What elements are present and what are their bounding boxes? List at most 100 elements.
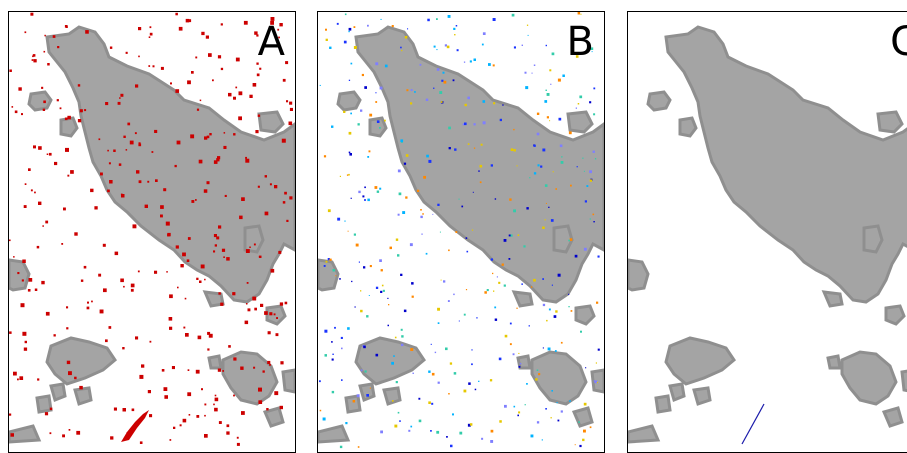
- overlay-speck: [13, 256, 15, 258]
- map-b: [318, 12, 604, 449]
- overlay-speck: [85, 30, 89, 34]
- overlay-speck: [182, 418, 187, 423]
- overlay-speck: [30, 189, 33, 192]
- overlay-speck: [103, 288, 107, 293]
- overlay-speck: [284, 301, 288, 305]
- overlay-speck: [327, 258, 330, 261]
- overlay-speck: [574, 254, 578, 258]
- overlay-speck: [367, 24, 369, 27]
- overlay-speck: [375, 92, 377, 94]
- overlay-speck: [360, 309, 363, 313]
- overlay-speck: [216, 236, 220, 240]
- overlay-speck: [222, 370, 224, 372]
- overlay-speck: [350, 62, 353, 65]
- overlay-speck: [524, 71, 527, 74]
- overlay-speck: [546, 116, 549, 119]
- overlay-speck: [473, 58, 476, 61]
- overlay-speck: [33, 145, 36, 149]
- overlay-speck: [344, 220, 346, 222]
- overlay-speck: [24, 31, 27, 34]
- overlay-speck: [165, 221, 170, 226]
- overlay-speck: [466, 250, 469, 253]
- overlay-speck: [388, 304, 390, 306]
- overlay-speck: [218, 225, 222, 229]
- overlay-speck: [114, 251, 119, 256]
- overlay-speck: [241, 411, 245, 415]
- overlay-speck: [281, 138, 286, 143]
- overlay-speck: [558, 117, 562, 121]
- overlay-speck: [206, 135, 210, 139]
- overlay-speck: [11, 106, 14, 108]
- overlay-speck: [289, 196, 293, 200]
- overlay-speck: [395, 381, 398, 384]
- overlay-speck: [510, 234, 513, 237]
- overlay-speck: [516, 307, 518, 309]
- overlay-speck: [151, 151, 154, 153]
- overlay-speck: [144, 204, 148, 208]
- overlay-speck: [375, 101, 378, 103]
- overlay-speck: [175, 89, 180, 93]
- overlay-speck: [245, 156, 247, 159]
- overlay-speck: [121, 194, 125, 198]
- overlay-speck: [65, 26, 68, 28]
- overlay-speck: [478, 170, 480, 172]
- overlay-speck: [109, 180, 113, 184]
- overlay-speck: [474, 388, 477, 391]
- overlay-speck: [479, 181, 482, 184]
- overlay-speck: [188, 19, 192, 23]
- overlay-speck: [593, 380, 596, 382]
- overlay-speck: [568, 131, 572, 135]
- overlay-speck: [568, 293, 570, 295]
- overlay-speck: [174, 164, 177, 168]
- overlay-speck: [549, 120, 551, 122]
- overlay-speck: [274, 185, 278, 189]
- overlay-speck: [442, 71, 445, 74]
- overlay-speck: [289, 107, 293, 111]
- overlay-speck: [570, 184, 572, 187]
- overlay-speck: [199, 280, 202, 283]
- overlay-speck: [583, 402, 587, 406]
- overlay-speck: [490, 440, 494, 443]
- overlay-speck: [233, 357, 237, 361]
- overlay-speck: [463, 313, 466, 316]
- overlay-speck: [183, 326, 186, 329]
- overlay-speck: [195, 199, 197, 201]
- overlay-speck: [217, 368, 222, 372]
- overlay-speck: [214, 407, 218, 412]
- overlay-speck: [196, 415, 200, 418]
- overlay-speck: [516, 165, 518, 167]
- overlay-speck: [206, 181, 210, 185]
- overlay-speck: [471, 229, 474, 231]
- overlay-speck: [430, 343, 432, 345]
- overlay-speck: [30, 12, 34, 16]
- overlay-speck: [216, 158, 220, 162]
- overlay-speck: [545, 408, 547, 410]
- overlay-speck: [14, 110, 18, 114]
- overlay-speck: [579, 95, 583, 99]
- overlay-speck: [440, 279, 442, 281]
- overlay-speck: [542, 148, 546, 152]
- overlay-speck: [405, 154, 409, 157]
- overlay-speck: [27, 289, 31, 292]
- overlay-speck: [364, 86, 367, 89]
- overlay-speck: [379, 259, 382, 262]
- overlay-speck: [425, 252, 428, 255]
- overlay-speck: [423, 175, 426, 179]
- overlay-speck: [9, 413, 12, 416]
- overlay-speck: [285, 61, 289, 65]
- overlay-speck: [511, 13, 515, 17]
- overlay-speck: [269, 183, 272, 186]
- overlay-speck: [138, 180, 142, 184]
- overlay-speck: [583, 170, 585, 172]
- overlay-speck: [367, 198, 370, 202]
- overlay-speck: [86, 306, 90, 310]
- overlay-speck: [367, 156, 370, 158]
- overlay-speck: [596, 301, 599, 304]
- overlay-speck: [540, 165, 543, 168]
- overlay-speck: [533, 64, 536, 66]
- overlay-speck: [138, 142, 141, 145]
- overlay-speck: [546, 319, 548, 322]
- overlay-speck: [152, 65, 155, 68]
- overlay-speck: [407, 28, 409, 30]
- overlay-speck: [433, 87, 435, 89]
